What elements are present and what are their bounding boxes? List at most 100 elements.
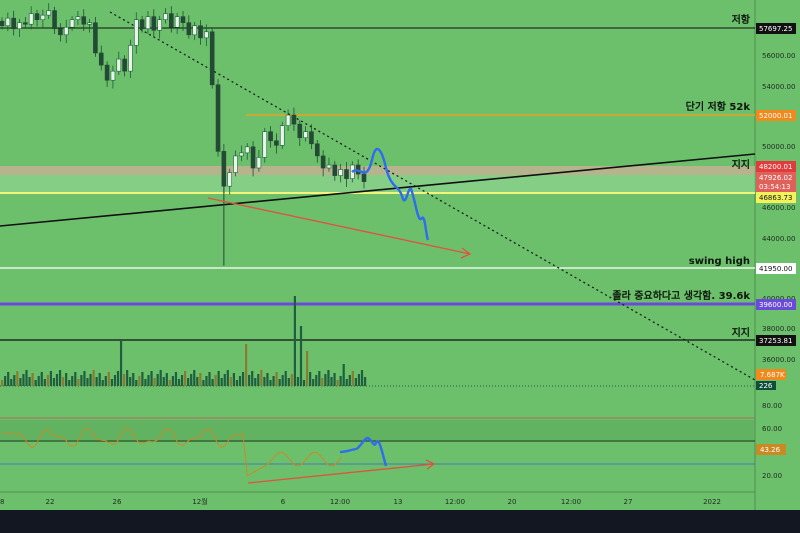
resistance-zone-pink xyxy=(0,166,755,175)
volume-bar xyxy=(40,372,43,386)
volume-bar xyxy=(257,374,260,386)
candle-body xyxy=(227,172,233,187)
volume-bar xyxy=(123,374,126,386)
candle-body xyxy=(204,31,209,39)
time-tick: 27 xyxy=(624,498,633,506)
volume-bar xyxy=(190,374,193,386)
price-tick: 50000.00 xyxy=(762,143,795,151)
price-projection-path xyxy=(351,147,430,241)
time-tick: 13 xyxy=(394,498,403,506)
svg-text:52000.01: 52000.01 xyxy=(759,112,792,120)
volume-bar xyxy=(205,376,208,386)
support-zone-light xyxy=(0,175,755,193)
volume-bar xyxy=(62,377,65,386)
volume-bar xyxy=(196,377,199,386)
volume-bar xyxy=(19,378,22,386)
volume-bar xyxy=(43,379,46,386)
volume-bar xyxy=(318,371,321,386)
volume-bar xyxy=(16,371,19,386)
label-resistance-top: 저항 xyxy=(732,13,751,26)
volume-bar xyxy=(110,379,113,386)
volume-bar xyxy=(132,373,135,386)
candle-body xyxy=(157,19,162,31)
volume-bar xyxy=(248,375,251,386)
volume-bar xyxy=(65,373,68,386)
volume-bar xyxy=(238,376,242,386)
candle-body xyxy=(180,16,186,24)
volume-bar xyxy=(223,374,226,386)
volume-bar xyxy=(22,374,25,386)
candle-body xyxy=(198,25,203,39)
volume-bar xyxy=(345,379,348,386)
volume-bar xyxy=(171,376,174,386)
candle-body xyxy=(250,146,256,169)
candle-body xyxy=(81,16,87,25)
price-tag-39600 xyxy=(756,299,796,310)
candle-body xyxy=(291,114,297,125)
volume-bar xyxy=(202,380,205,386)
candle-body xyxy=(244,146,250,154)
volume-bar xyxy=(241,372,245,386)
volume-bar xyxy=(71,376,74,386)
candle-body xyxy=(344,169,349,179)
volume-bar xyxy=(330,377,333,386)
volume-bar xyxy=(13,375,16,386)
volume-bar xyxy=(290,374,293,386)
volume-bar xyxy=(138,376,141,386)
dotted-resistance-trendline[interactable] xyxy=(109,11,756,381)
volume-bar xyxy=(275,372,278,386)
volume-bar xyxy=(214,375,217,386)
svg-text:46863.73: 46863.73 xyxy=(759,194,792,202)
candle-body xyxy=(122,58,127,72)
volume-bar xyxy=(153,378,156,386)
volume-bar xyxy=(162,377,165,386)
candle-body xyxy=(23,22,28,25)
candle-body xyxy=(262,131,268,158)
candle-body xyxy=(69,19,75,28)
volume-bar xyxy=(327,370,330,386)
price-tag-57697 xyxy=(756,23,796,34)
time-tick: 26 xyxy=(113,498,122,506)
volume-bar xyxy=(141,372,144,386)
volume-bar xyxy=(144,379,147,386)
candle-body xyxy=(151,16,157,31)
volume-bars xyxy=(1,296,367,386)
volume-bar xyxy=(129,377,132,386)
volume-bar xyxy=(336,380,339,386)
volume-bar xyxy=(208,372,211,386)
svg-text:7.687K: 7.687K xyxy=(760,371,785,379)
candle-body xyxy=(215,84,221,152)
label-swing-high: swing high xyxy=(689,256,750,267)
rsi-projection-path xyxy=(339,436,388,467)
price-axis-area[interactable] xyxy=(755,0,800,510)
candle-body xyxy=(52,10,57,30)
candle-body xyxy=(239,152,244,157)
support-trendline[interactable] xyxy=(0,153,756,227)
price-tag-52000 xyxy=(756,110,796,121)
volume-bar xyxy=(46,375,49,386)
volume-bar xyxy=(351,371,354,386)
candle-body xyxy=(5,17,11,27)
candle-body xyxy=(186,22,192,36)
price-tick: 46000.00 xyxy=(762,204,795,212)
volume-bar xyxy=(211,379,214,386)
price-tick: 36000.00 xyxy=(762,356,795,364)
svg-text:47926.02: 47926.02 xyxy=(759,174,792,182)
candle-body xyxy=(268,131,273,142)
candle-body xyxy=(303,131,308,139)
candle-body xyxy=(145,16,151,30)
volume-bar xyxy=(220,378,223,386)
volume-bar xyxy=(263,377,266,386)
candle-body xyxy=(285,114,291,126)
candle-body xyxy=(309,131,314,145)
volume-bar xyxy=(251,371,254,386)
volume-bar xyxy=(333,373,336,386)
label-important-39-6k: 졸라 중요하다고 생각함. 39.6k xyxy=(612,289,750,302)
candle-body xyxy=(104,64,110,81)
volume-bar xyxy=(281,375,284,386)
volume-bar xyxy=(92,370,95,386)
volume-bar xyxy=(177,379,181,386)
price-tag-48200 xyxy=(756,161,796,172)
volume-bar xyxy=(217,371,220,386)
